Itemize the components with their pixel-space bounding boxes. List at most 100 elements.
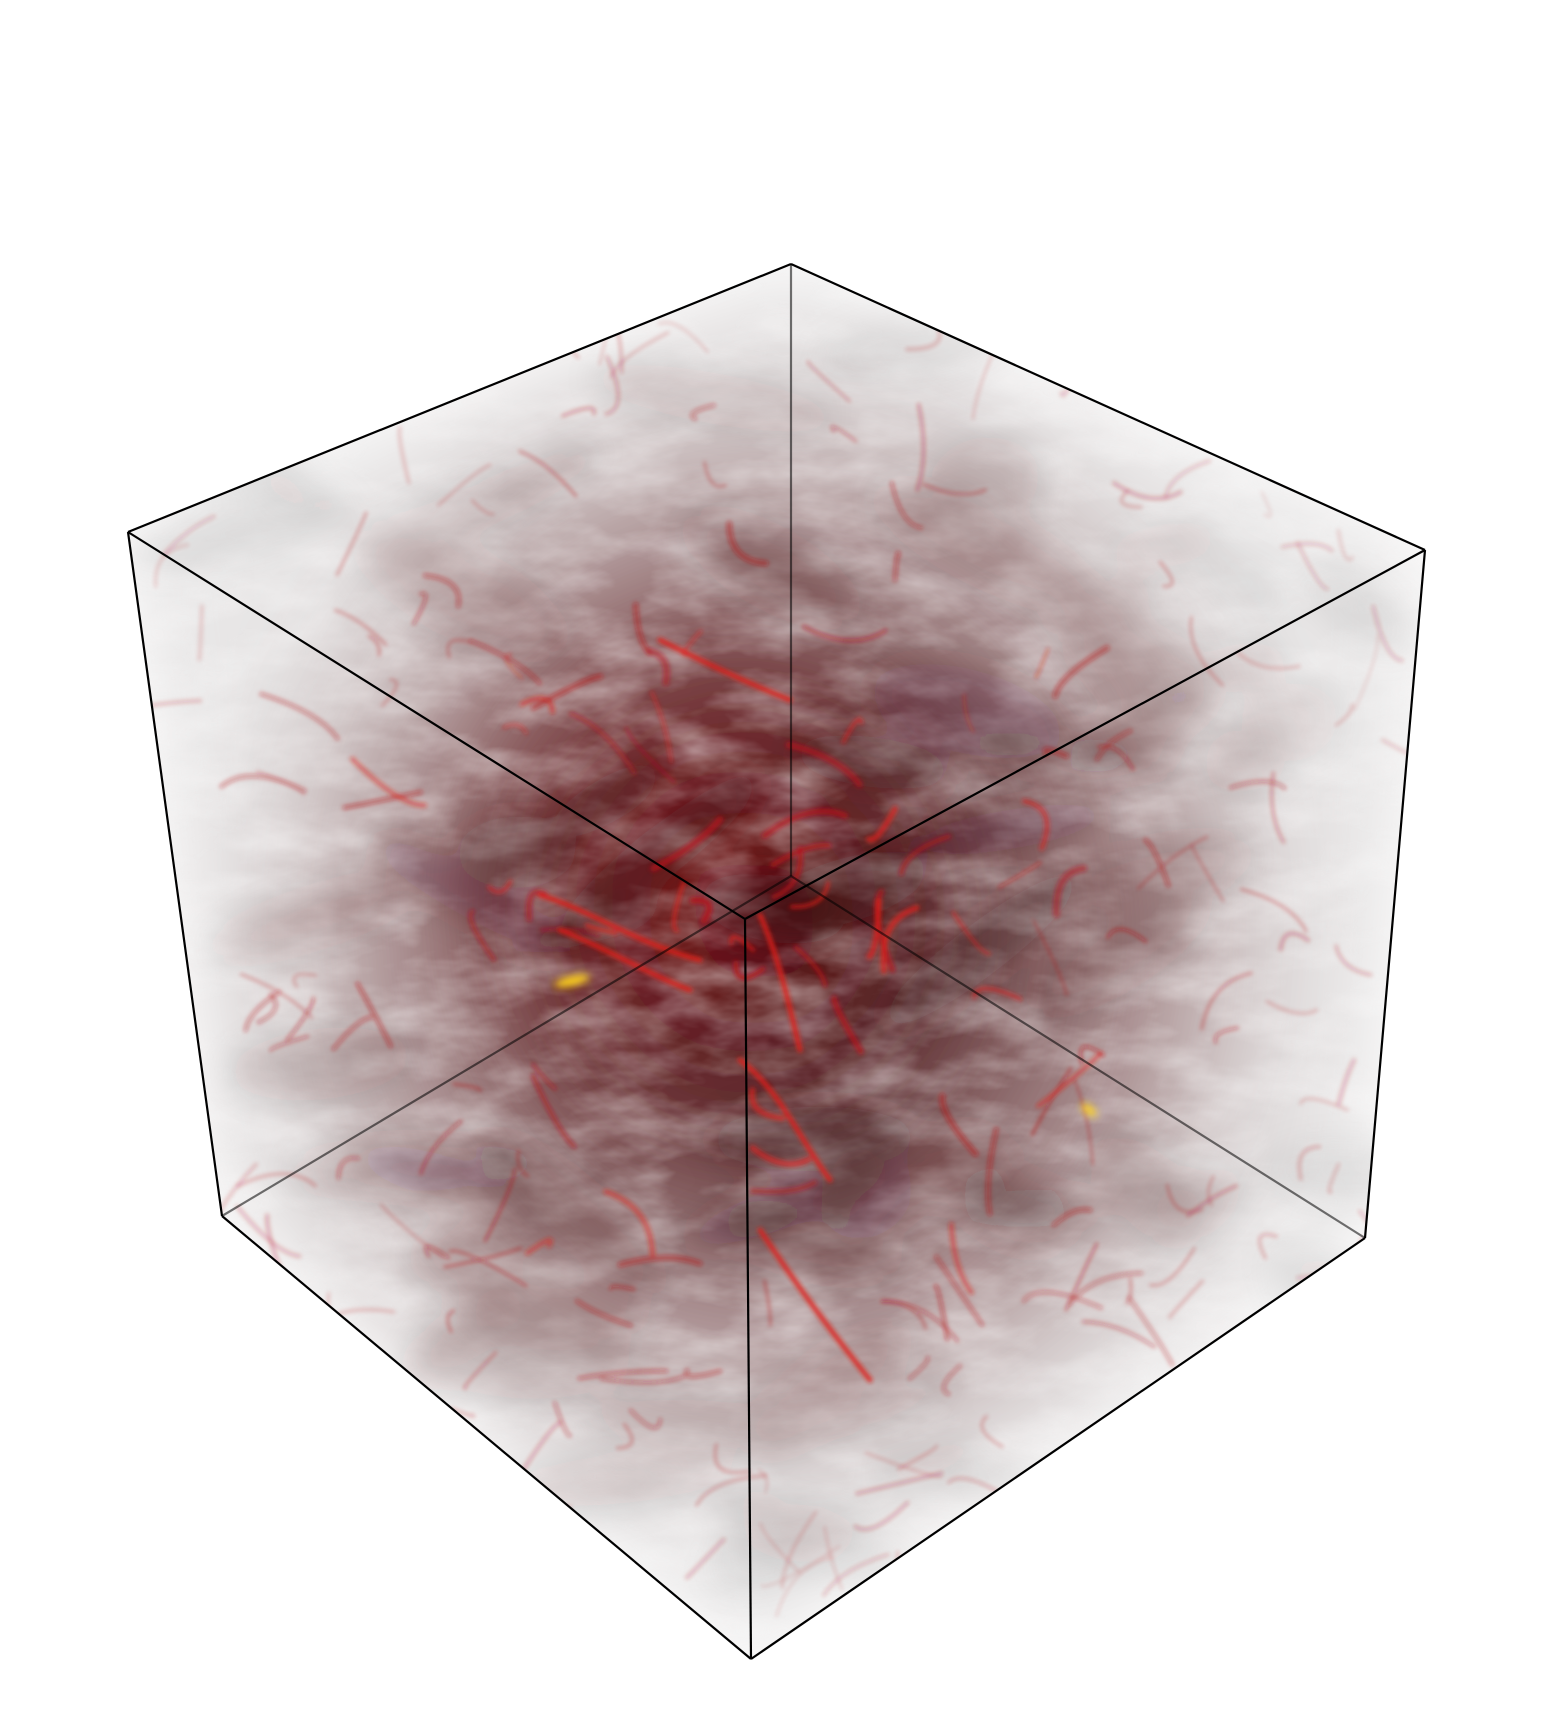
red-filament — [980, 1415, 1004, 1448]
cube-edge — [743, 918, 753, 1660]
red-filament — [790, 881, 830, 909]
red-filament — [336, 1156, 360, 1180]
cube-edge — [1363, 549, 1427, 1239]
red-filament — [1260, 491, 1272, 518]
shadow-wisp — [321, 1409, 451, 1497]
red-filament — [672, 880, 686, 933]
red-filament — [1279, 1329, 1322, 1408]
red-filament — [761, 808, 849, 839]
red-filament — [1106, 927, 1148, 943]
red-filament — [646, 647, 670, 686]
red-filament — [733, 960, 766, 981]
red-filament — [1288, 1400, 1299, 1458]
red-filament — [448, 1249, 528, 1288]
red-filament — [1306, 381, 1359, 422]
red-filament — [703, 461, 727, 488]
red-filament — [305, 1402, 357, 1473]
red-filament — [517, 1420, 562, 1478]
red-filament — [830, 424, 858, 443]
red-filament — [397, 426, 411, 485]
shadow-wisp — [1262, 1524, 1348, 1575]
red-filament — [802, 624, 888, 643]
red-filament — [334, 609, 388, 646]
cube-edge — [127, 531, 746, 920]
cube-edge — [744, 549, 1426, 920]
red-filament — [841, 717, 864, 744]
red-filament — [516, 1149, 530, 1178]
red-filament — [531, 1062, 557, 1091]
red-filament — [1353, 634, 1379, 711]
shadow-wisp — [292, 1142, 540, 1193]
red-filament — [866, 806, 898, 843]
shadow-wisp — [551, 763, 662, 838]
red-filament — [880, 1299, 960, 1343]
red-filament — [1239, 888, 1308, 933]
red-filament — [770, 842, 832, 868]
red-filament — [1143, 838, 1171, 888]
red-filament — [1137, 835, 1209, 890]
red-filament — [599, 1374, 687, 1385]
red-filament — [628, 1408, 663, 1430]
red-filament — [822, 1552, 890, 1597]
shadow-wisp — [1198, 642, 1286, 693]
red-filament — [1005, 1518, 1046, 1597]
red-filament — [1097, 744, 1135, 771]
red-filament — [268, 1034, 310, 1052]
red-filament — [1153, 1423, 1188, 1437]
red-filament — [502, 723, 528, 735]
red-filament — [558, 311, 583, 333]
red-filament — [316, 1386, 336, 1414]
red-filament — [487, 879, 513, 894]
red-filament — [463, 1351, 498, 1390]
red-filament — [933, 1284, 950, 1342]
red-filament — [689, 403, 717, 422]
red-filament — [963, 693, 975, 733]
red-filament — [625, 726, 676, 784]
red-filament — [1140, 1514, 1170, 1524]
red-filament — [1328, 414, 1353, 443]
red-filament — [749, 1180, 818, 1194]
red-filament — [1163, 459, 1212, 499]
red-filament — [831, 995, 864, 1055]
shadow-wisp — [685, 1167, 884, 1247]
red-filament — [1032, 919, 1068, 997]
shadow-wisp — [748, 1325, 904, 1455]
red-filament — [1335, 326, 1383, 389]
red-filament — [443, 1247, 523, 1269]
red-filament — [540, 928, 601, 938]
red-filament — [1265, 1000, 1319, 1015]
red-filament — [293, 973, 318, 988]
red-filament — [236, 1172, 317, 1188]
red-filament — [866, 897, 882, 960]
red-filament — [650, 816, 724, 872]
shadow-wisp — [907, 803, 1111, 856]
shadow-wisp — [178, 1441, 388, 1495]
red-filament — [197, 604, 204, 662]
red-filament — [726, 520, 769, 567]
red-filament — [1127, 1296, 1175, 1367]
red-filament — [1189, 615, 1224, 687]
red-filament — [550, 1536, 590, 1569]
red-filament — [575, 1299, 633, 1328]
red-filament — [853, 1500, 910, 1532]
red-filament — [775, 1556, 834, 1618]
red-filament — [785, 741, 863, 788]
cube-edge — [127, 262, 792, 534]
red-filament — [1042, 747, 1069, 759]
shadow-wisp — [1047, 588, 1149, 636]
red-filament — [1186, 1184, 1238, 1218]
red-filament — [311, 1591, 379, 1610]
red-filament — [1108, 1472, 1157, 1510]
red-filament — [1345, 1393, 1359, 1463]
red-filament — [552, 1401, 572, 1438]
red-filament — [603, 1189, 656, 1257]
red-filament — [1371, 1394, 1392, 1437]
shadow-wisp — [738, 1490, 926, 1594]
shadow-wisp — [932, 437, 1040, 522]
red-filament — [689, 897, 713, 924]
red-filament — [934, 1254, 985, 1327]
red-filament — [525, 1237, 554, 1256]
red-filament — [335, 511, 368, 577]
red-filament — [1213, 1026, 1240, 1044]
